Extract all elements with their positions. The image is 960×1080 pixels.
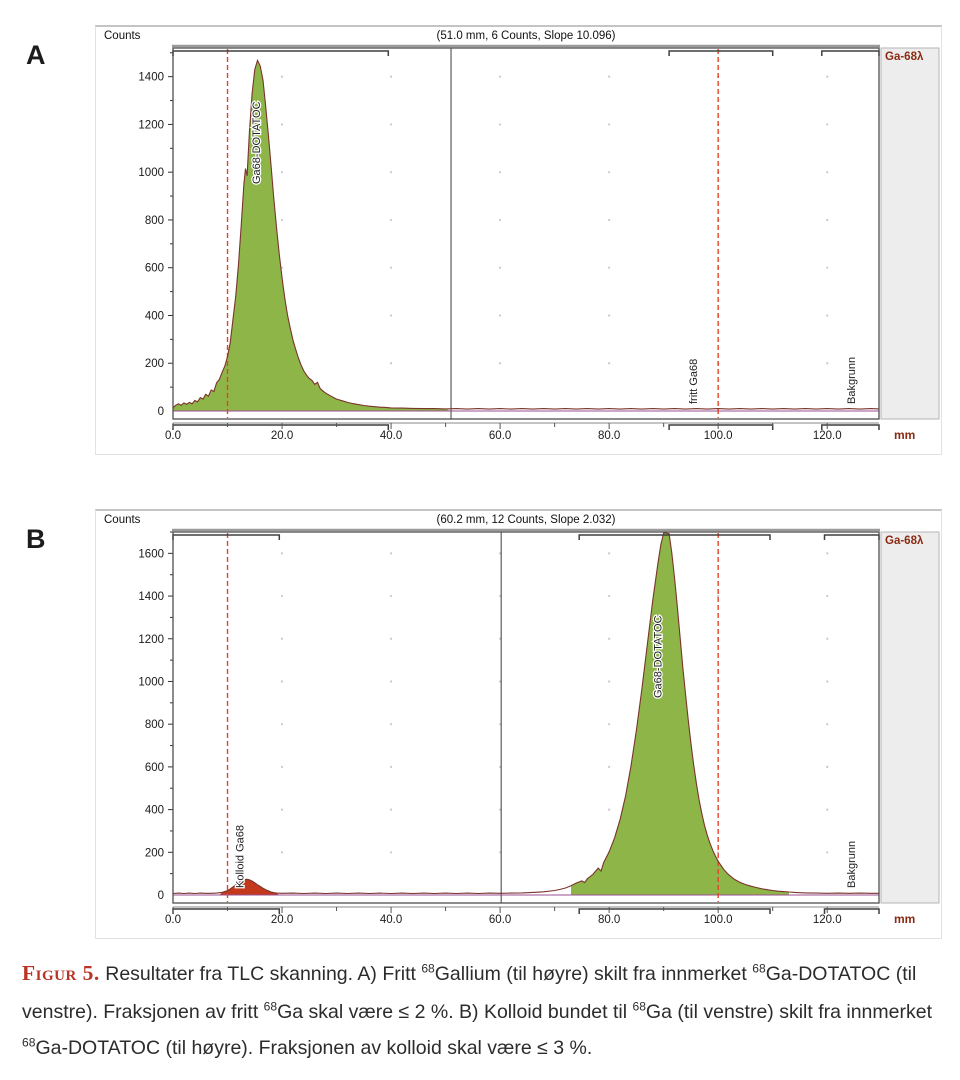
figure-caption-label: Figur 5. <box>22 961 100 985</box>
svg-text:1400: 1400 <box>138 591 164 603</box>
svg-text:0.0: 0.0 <box>165 430 181 442</box>
peak-labels: Ga68-DOTATOC fritt Ga68 Bakgrunn <box>250 100 860 405</box>
peak-area-fills <box>219 533 789 895</box>
chromatogram-b-plot: 0 200 400 600 800 1000 1200 1400 1600 Ga-68λ 0.0 20… <box>138 528 940 926</box>
svg-text:120.0: 120.0 <box>813 914 842 926</box>
svg-text:400: 400 <box>145 805 164 817</box>
svg-text:600: 600 <box>145 762 164 774</box>
svg-text:120.0: 120.0 <box>813 430 842 442</box>
panel-a-header: Counts (51.0 mm, 6 Counts, Slope 10.096) <box>96 27 941 44</box>
svg-text:600: 600 <box>145 263 164 275</box>
svg-text:200: 200 <box>145 847 164 859</box>
svg-text:Ga68-DOTATOC: Ga68-DOTATOC <box>251 101 263 184</box>
scan-summary-b: (60.2 mm, 12 Counts, Slope 2.032) <box>436 514 616 526</box>
svg-text:60.0: 60.0 <box>489 914 511 926</box>
isotope-superscript: 68 <box>263 999 278 1014</box>
svg-text:1000: 1000 <box>138 676 164 688</box>
chromatogram-a-plot: 0 200 400 600 800 1000 1200 1400 Ga-68λ 0.0 20.0 40… <box>138 44 940 442</box>
x-axis-unit: mm <box>894 428 915 442</box>
svg-text:800: 800 <box>145 215 164 227</box>
roi-marker-lines <box>226 532 719 903</box>
isotope-superscript: 68 <box>752 961 766 976</box>
svg-text:1200: 1200 <box>138 634 164 646</box>
svg-text:Bakgrunn: Bakgrunn <box>846 841 858 888</box>
plot-area <box>173 532 879 903</box>
x-axis-unit: mm <box>894 912 915 926</box>
svg-text:Kolloid Ga68: Kolloid Ga68 <box>235 825 247 888</box>
peak-labels: Kolloid Ga68 Ga68-DOTATOC Bakgrunn <box>233 614 859 889</box>
svg-text:60.0: 60.0 <box>489 430 511 442</box>
svg-text:800: 800 <box>145 719 164 731</box>
svg-text:0.0: 0.0 <box>165 914 181 926</box>
trace-line <box>172 532 879 895</box>
trace-line <box>172 58 880 410</box>
plot-border <box>172 531 880 904</box>
svg-text:200: 200 <box>145 358 164 370</box>
svg-text:1200: 1200 <box>138 119 164 131</box>
figure-caption-text: Resultater fra TLC skanning. A) Fritt 68… <box>22 961 932 1059</box>
isotope-superscript: 68 <box>421 961 435 976</box>
svg-text:1000: 1000 <box>138 167 164 179</box>
y-axis: 0 200 400 600 800 1000 1200 1400 <box>138 52 173 418</box>
chromatogram-panel-b: Counts (60.2 mm, 12 Counts, Slope 2.032)… <box>95 509 942 939</box>
side-panel <box>880 531 940 904</box>
svg-text:Ga68-DOTATOC: Ga68-DOTATOC <box>653 615 665 698</box>
svg-text:1400: 1400 <box>138 72 164 84</box>
y-axis: 0 200 400 600 800 1000 1200 1400 1600 <box>138 531 173 902</box>
svg-text:80.0: 80.0 <box>598 914 620 926</box>
y-axis-title-b: Counts <box>104 514 141 526</box>
isotope-tab-label: Ga-68λ <box>885 535 924 547</box>
y-axis-title-a: Counts <box>104 30 141 42</box>
plot-border <box>172 47 880 420</box>
isotope-tab-label: Ga-68λ <box>885 51 924 63</box>
panel-b-header: Counts (60.2 mm, 12 Counts, Slope 2.032) <box>96 511 941 528</box>
svg-text:100.0: 100.0 <box>704 430 733 442</box>
svg-text:fritt Ga68: fritt Ga68 <box>688 359 700 404</box>
svg-text:100.0: 100.0 <box>704 914 733 926</box>
side-panel <box>880 47 940 420</box>
svg-text:1600: 1600 <box>138 548 164 560</box>
x-axis: 0.0 20.0 40.0 60.0 80.0 100.0 120.0 mm <box>165 422 915 442</box>
scan-summary-a: (51.0 mm, 6 Counts, Slope 10.096) <box>436 30 616 42</box>
svg-text:400: 400 <box>145 310 164 322</box>
svg-text:0: 0 <box>158 406 164 418</box>
x-axis: 0.0 20.0 40.0 60.0 80.0 100.0 120.0 mm <box>165 906 915 926</box>
svg-text:20.0: 20.0 <box>271 430 293 442</box>
isotope-superscript: 68 <box>22 1035 36 1050</box>
svg-text:20.0: 20.0 <box>271 914 293 926</box>
figure-caption: Figur 5. Resultater fra TLC skanning. A)… <box>22 954 946 1066</box>
svg-text:40.0: 40.0 <box>380 430 402 442</box>
svg-text:0: 0 <box>158 890 164 902</box>
panel-label-b: B <box>26 524 46 554</box>
peak-area-fills <box>173 60 451 412</box>
svg-text:80.0: 80.0 <box>598 430 620 442</box>
svg-text:Bakgrunn: Bakgrunn <box>846 357 858 404</box>
isotope-superscript: 68 <box>632 999 646 1014</box>
panel-label-a: A <box>26 40 46 70</box>
svg-text:40.0: 40.0 <box>380 914 402 926</box>
chromatogram-panel-a: Counts (51.0 mm, 6 Counts, Slope 10.096)… <box>95 25 942 455</box>
grid-dots <box>280 552 829 854</box>
